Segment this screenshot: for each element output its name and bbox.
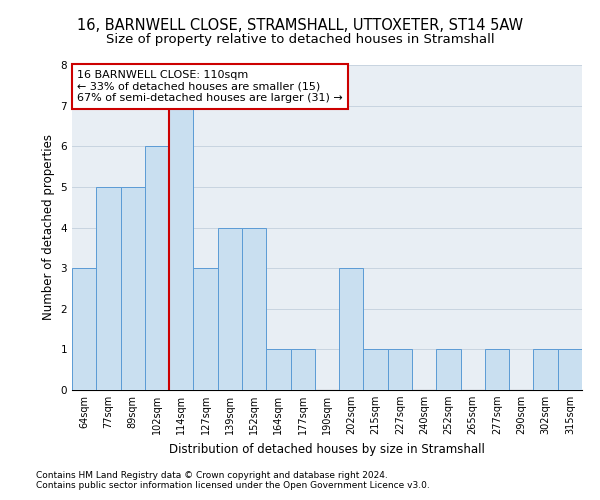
Text: Size of property relative to detached houses in Stramshall: Size of property relative to detached ho… [106,32,494,46]
Bar [266,350,290,390]
Bar [96,187,121,390]
Text: Contains public sector information licensed under the Open Government Licence v3: Contains public sector information licen… [36,481,430,490]
Text: 16 BARNWELL CLOSE: 110sqm
← 33% of detached houses are smaller (15)
67% of semi-: 16 BARNWELL CLOSE: 110sqm ← 33% of detac… [77,70,343,103]
Bar [558,350,582,390]
Bar [485,350,509,390]
Bar [218,228,242,390]
Bar [145,146,169,390]
Text: Contains HM Land Registry data © Crown copyright and database right 2024.: Contains HM Land Registry data © Crown c… [36,471,388,480]
Bar [533,350,558,390]
Bar [364,350,388,390]
Bar [72,268,96,390]
Bar [193,268,218,390]
Bar [339,268,364,390]
Bar [388,350,412,390]
Bar [290,350,315,390]
Bar [121,187,145,390]
Bar [169,106,193,390]
Y-axis label: Number of detached properties: Number of detached properties [42,134,55,320]
Bar [436,350,461,390]
Bar [242,228,266,390]
Text: 16, BARNWELL CLOSE, STRAMSHALL, UTTOXETER, ST14 5AW: 16, BARNWELL CLOSE, STRAMSHALL, UTTOXETE… [77,18,523,32]
X-axis label: Distribution of detached houses by size in Stramshall: Distribution of detached houses by size … [169,442,485,456]
